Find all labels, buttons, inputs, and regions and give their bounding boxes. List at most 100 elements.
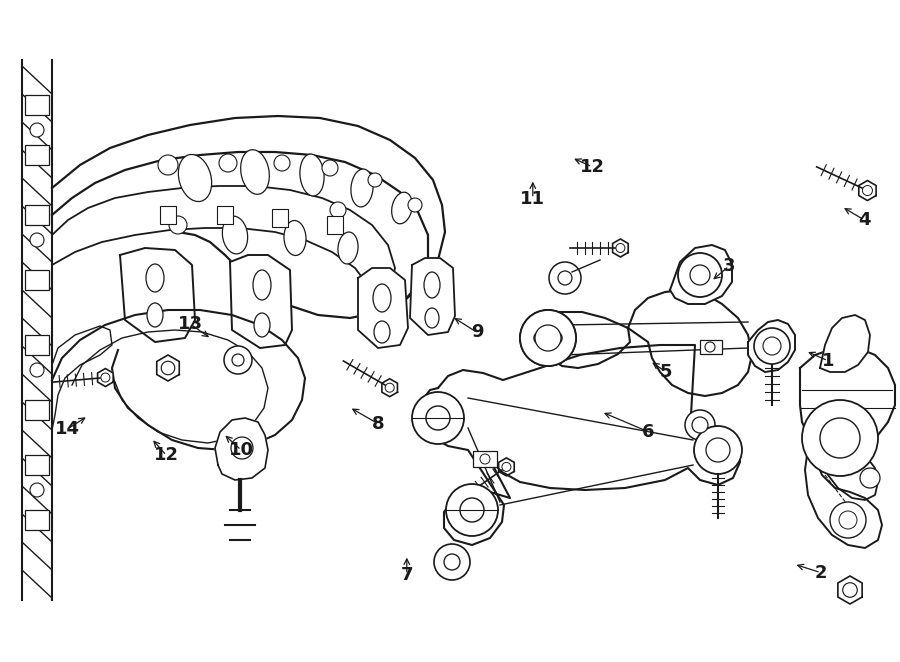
Ellipse shape	[178, 154, 212, 201]
Polygon shape	[748, 320, 795, 372]
Circle shape	[446, 484, 498, 536]
Ellipse shape	[374, 321, 390, 343]
Polygon shape	[97, 369, 113, 387]
Polygon shape	[157, 355, 179, 381]
Ellipse shape	[284, 220, 306, 256]
Circle shape	[158, 155, 178, 175]
Ellipse shape	[425, 308, 439, 328]
Text: 14: 14	[55, 420, 80, 438]
Circle shape	[502, 462, 511, 471]
Circle shape	[754, 328, 790, 364]
Polygon shape	[499, 458, 514, 476]
Ellipse shape	[300, 154, 324, 196]
Circle shape	[30, 363, 44, 377]
Circle shape	[830, 502, 866, 538]
Bar	[700, 340, 722, 354]
Circle shape	[820, 418, 860, 458]
Bar	[25, 205, 49, 225]
Circle shape	[558, 271, 572, 285]
Polygon shape	[818, 440, 878, 500]
Circle shape	[219, 154, 237, 172]
Polygon shape	[420, 345, 740, 545]
Ellipse shape	[222, 216, 248, 254]
Text: 10: 10	[229, 441, 254, 459]
Circle shape	[535, 325, 561, 351]
Ellipse shape	[392, 192, 412, 224]
Text: 12: 12	[154, 446, 179, 465]
Polygon shape	[820, 315, 870, 372]
Circle shape	[842, 583, 858, 597]
Circle shape	[368, 173, 382, 187]
Polygon shape	[120, 248, 195, 342]
Circle shape	[444, 554, 460, 570]
Polygon shape	[410, 258, 455, 335]
Circle shape	[101, 373, 110, 382]
Circle shape	[30, 233, 44, 247]
Circle shape	[30, 123, 44, 137]
Circle shape	[678, 253, 722, 297]
Circle shape	[685, 410, 715, 440]
Circle shape	[692, 417, 708, 433]
Circle shape	[520, 310, 576, 366]
Ellipse shape	[146, 264, 164, 292]
Polygon shape	[52, 310, 305, 450]
Circle shape	[520, 310, 576, 366]
Circle shape	[616, 244, 625, 252]
Bar	[473, 451, 497, 467]
Circle shape	[434, 544, 470, 580]
Polygon shape	[838, 576, 862, 604]
Circle shape	[231, 437, 253, 459]
Bar	[25, 270, 49, 290]
Circle shape	[690, 265, 710, 285]
Polygon shape	[358, 268, 408, 348]
Bar	[25, 145, 49, 165]
Circle shape	[330, 202, 346, 218]
Circle shape	[839, 511, 857, 529]
Polygon shape	[805, 445, 882, 548]
FancyBboxPatch shape	[160, 206, 176, 224]
Bar	[25, 95, 49, 115]
Text: 11: 11	[520, 189, 545, 208]
Polygon shape	[230, 255, 292, 348]
Polygon shape	[613, 239, 628, 257]
Circle shape	[860, 468, 880, 488]
Text: 9: 9	[471, 323, 483, 342]
Text: 6: 6	[642, 422, 654, 441]
Bar	[25, 455, 49, 475]
Ellipse shape	[254, 313, 270, 337]
Circle shape	[412, 392, 464, 444]
Circle shape	[694, 419, 706, 431]
Circle shape	[224, 346, 252, 374]
Bar	[25, 335, 49, 355]
FancyBboxPatch shape	[272, 209, 288, 227]
Ellipse shape	[147, 303, 163, 327]
Polygon shape	[670, 245, 732, 304]
Circle shape	[694, 426, 742, 474]
Ellipse shape	[534, 329, 562, 347]
Text: 12: 12	[580, 158, 605, 176]
Circle shape	[460, 498, 484, 522]
Ellipse shape	[351, 169, 374, 207]
Ellipse shape	[253, 270, 271, 300]
Polygon shape	[215, 418, 268, 480]
Circle shape	[706, 438, 730, 462]
FancyBboxPatch shape	[327, 216, 343, 234]
Text: 2: 2	[814, 563, 827, 582]
Ellipse shape	[338, 232, 358, 264]
Ellipse shape	[373, 284, 391, 312]
FancyBboxPatch shape	[217, 206, 233, 224]
Circle shape	[408, 198, 422, 212]
Polygon shape	[628, 290, 752, 396]
Ellipse shape	[240, 150, 269, 194]
Circle shape	[169, 216, 187, 234]
Polygon shape	[540, 312, 630, 368]
Text: 13: 13	[178, 315, 203, 334]
Circle shape	[802, 400, 878, 476]
Circle shape	[30, 483, 44, 497]
Bar	[25, 510, 49, 530]
Circle shape	[549, 262, 581, 294]
Circle shape	[232, 354, 244, 366]
Text: 1: 1	[822, 352, 834, 370]
Polygon shape	[800, 348, 895, 450]
Bar	[25, 400, 49, 420]
